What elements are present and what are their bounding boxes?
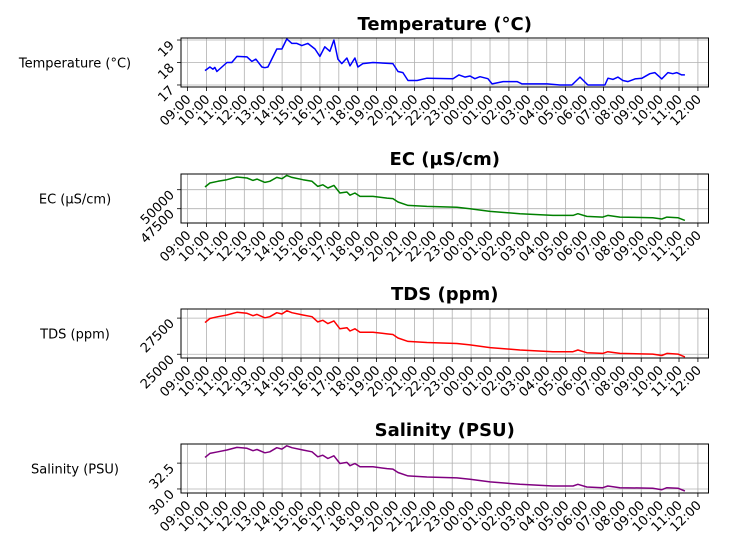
chart-title: TDS (ppm) xyxy=(391,284,498,305)
axes-frame xyxy=(180,308,709,359)
series-line xyxy=(204,309,686,358)
chart-title: EC (µS/cm) xyxy=(390,149,500,170)
y-axis-label: Salinity (PSU) xyxy=(31,463,119,478)
y-tick-label: 19 xyxy=(156,38,178,60)
subplot-0: 09:0010:0011:0012:0013:0014:0015:0016:00… xyxy=(18,14,709,129)
subplot-2: 09:0010:0011:0012:0013:0014:0015:0016:00… xyxy=(39,284,709,400)
chart-title: Salinity (PSU) xyxy=(375,420,515,441)
series-line xyxy=(204,174,686,222)
y-axis-label: TDS (ppm) xyxy=(39,328,110,343)
series-line xyxy=(204,38,685,86)
axes-frame xyxy=(180,443,709,494)
y-axis-label: Temperature (°C) xyxy=(18,57,131,72)
subplot-1: 09:0010:0011:0012:0013:0014:0015:0016:00… xyxy=(39,149,709,265)
series-line xyxy=(204,445,686,492)
y-tick-label: 32.5 xyxy=(147,461,178,492)
chart-title: Temperature (°C) xyxy=(358,14,532,35)
y-tick-label: 18 xyxy=(156,61,178,83)
y-tick-label: 27500 xyxy=(138,316,178,356)
axes-frame xyxy=(180,173,709,224)
subplot-3: 09:0010:0011:0012:0013:0014:0015:0016:00… xyxy=(31,420,709,535)
y-axis-label: EC (µS/cm) xyxy=(39,193,111,208)
